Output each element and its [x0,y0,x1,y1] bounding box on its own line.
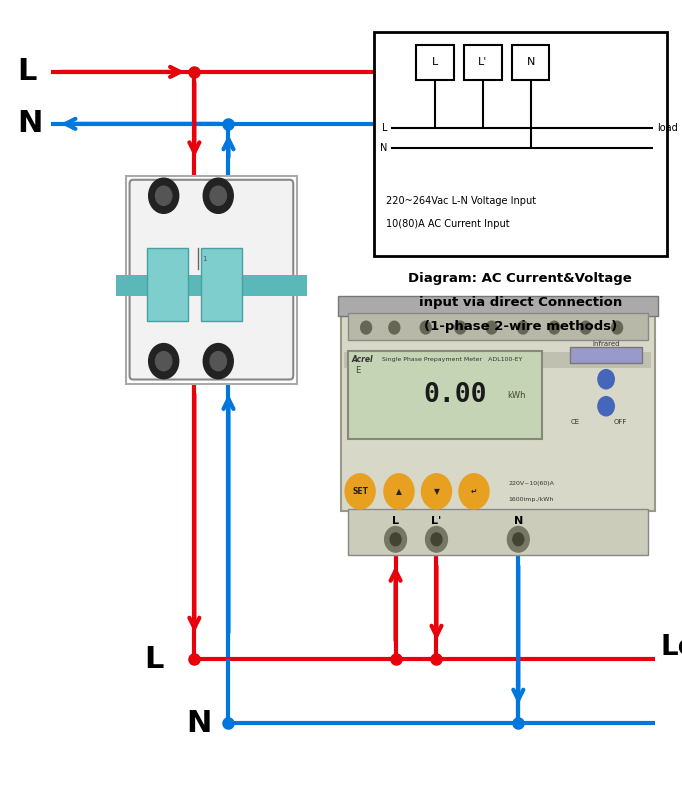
Bar [201,248,242,321]
Circle shape [507,527,529,552]
Text: (1-phase 2-wire methods): (1-phase 2-wire methods) [424,320,617,332]
Text: Infrared: Infrared [593,340,620,347]
Circle shape [390,533,401,546]
Circle shape [612,321,623,334]
Circle shape [455,321,466,334]
Text: Single Phase Prepayment Meter   ADL100-EY: Single Phase Prepayment Meter ADL100-EY [382,357,522,362]
Text: N: N [186,709,211,737]
Circle shape [210,186,226,205]
Text: 220~264Vac L-N Voltage Input: 220~264Vac L-N Voltage Input [386,197,536,206]
Text: N: N [380,143,387,153]
Bar [348,509,648,555]
Bar [512,45,550,80]
Circle shape [155,186,172,205]
Circle shape [389,321,400,334]
Text: L: L [17,58,36,86]
Bar [344,352,651,368]
Bar [147,248,188,321]
Bar [116,276,307,296]
Circle shape [420,321,431,334]
Bar [570,347,642,363]
Bar [464,45,502,80]
Bar [126,176,297,384]
Circle shape [486,321,497,334]
Text: CE: CE [570,419,580,425]
Text: 220V~10(60)A: 220V~10(60)A [508,481,554,486]
Bar [338,296,658,316]
Text: 10(80)A AC Current Input: 10(80)A AC Current Input [386,219,509,229]
Text: Load: Load [660,633,682,662]
Circle shape [361,321,372,334]
Circle shape [203,178,233,213]
Text: SET: SET [352,487,368,496]
Bar [348,352,542,439]
Text: E: E [355,366,360,375]
Circle shape [384,474,414,509]
Circle shape [149,344,179,379]
Circle shape [459,474,489,509]
Text: N: N [17,109,42,138]
Text: 0.00: 0.00 [423,382,486,408]
Text: OFF: OFF [614,419,627,425]
Text: L: L [392,516,399,526]
Circle shape [203,344,233,379]
Text: 1600imp./kWh: 1600imp./kWh [508,497,554,502]
Circle shape [155,352,172,371]
Bar [416,45,454,80]
Text: L': L' [478,58,488,67]
Text: Diagram: AC Current&Voltage: Diagram: AC Current&Voltage [409,272,632,284]
Circle shape [345,474,375,509]
Circle shape [210,352,226,371]
Circle shape [580,321,591,334]
Circle shape [598,396,614,415]
FancyBboxPatch shape [130,180,293,380]
Text: kWh: kWh [507,391,526,400]
Text: N: N [514,516,523,526]
Bar [374,32,667,256]
Text: L: L [432,58,439,67]
Text: input via direct Connection: input via direct Connection [419,296,622,308]
Text: N: N [527,58,535,67]
Circle shape [549,321,560,334]
Circle shape [385,527,406,552]
Text: ▼: ▼ [434,487,439,496]
Circle shape [598,370,614,389]
Text: L: L [382,123,387,133]
Circle shape [149,178,179,213]
Circle shape [426,527,447,552]
Text: L': L' [431,516,442,526]
Text: Acrel: Acrel [351,355,373,364]
Circle shape [431,533,442,546]
Bar [348,313,648,340]
Circle shape [518,321,529,334]
Text: 1: 1 [203,256,207,262]
Text: load: load [657,123,677,133]
Text: L: L [145,645,164,674]
Circle shape [513,533,524,546]
Circle shape [421,474,451,509]
Bar [341,316,655,511]
Text: ↵: ↵ [471,487,477,496]
Text: ▲: ▲ [396,487,402,496]
